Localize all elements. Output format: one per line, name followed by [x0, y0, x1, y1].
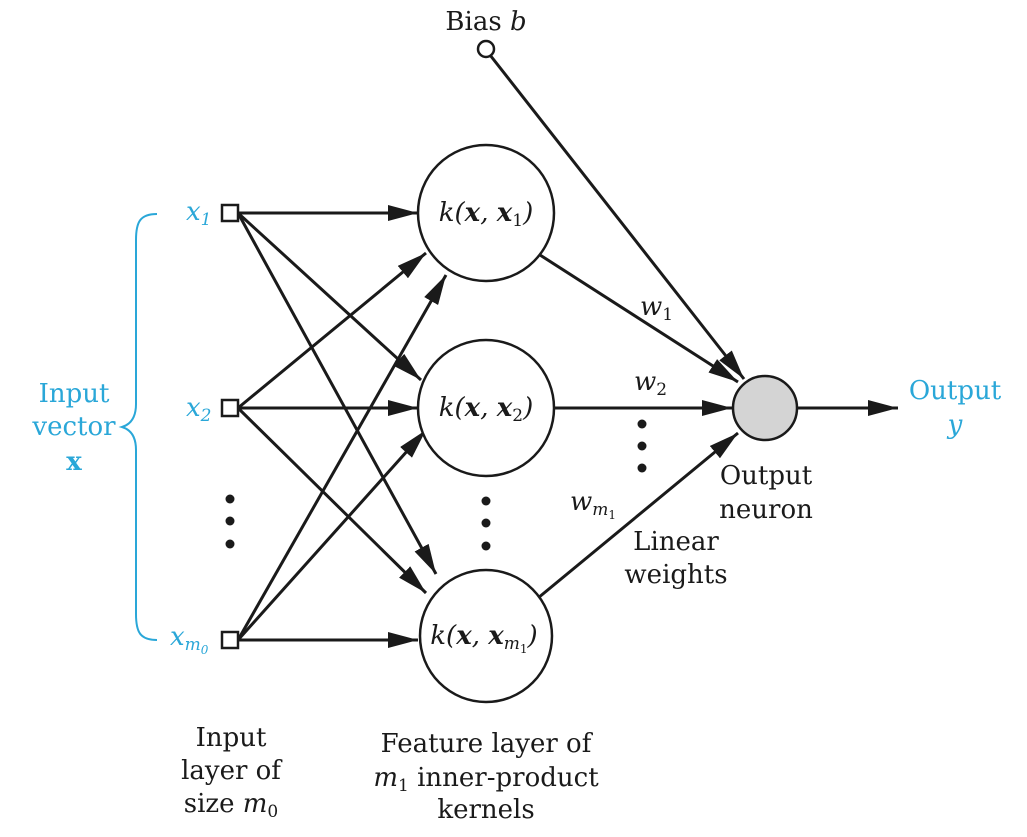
- kernel-to-output-connections: [488, 54, 898, 600]
- edge-x2-km: [236, 406, 428, 595]
- feature-layer-caption-line1: Feature layer of: [381, 729, 594, 759]
- input-node-x2: [220, 398, 240, 418]
- input-node-x1: [220, 203, 240, 223]
- weight-label-w2: w2: [634, 367, 667, 400]
- input-vector-label: Input vector x: [31, 379, 116, 477]
- edge-km-output: [537, 431, 739, 600]
- output-label: Output: [909, 376, 1002, 406]
- feature-layer-caption-line3: kernels: [437, 795, 534, 825]
- input-layer-caption-line1: Input: [196, 723, 267, 753]
- input-layer-caption-line2: layer of: [181, 756, 283, 786]
- input-layer-nodes: [220, 203, 240, 650]
- edge-bias-output: [488, 54, 746, 380]
- feature-layer-caption-line2: m1 inner-product: [373, 763, 599, 796]
- edge-x2-k1: [237, 251, 427, 410]
- input-vector-line2: vector: [31, 412, 116, 442]
- bias-node: [476, 39, 496, 59]
- output-symbol: y: [947, 410, 963, 440]
- input-vector-brace: [118, 213, 158, 641]
- ellipsis-kernels: [481, 496, 491, 551]
- input-node-xm0: [220, 630, 240, 650]
- linear-weights-label-line1: Linear: [633, 527, 719, 557]
- kernel-label-1: k(x, x1): [439, 198, 533, 231]
- output-neuron-label-line1: Output: [720, 461, 813, 491]
- kernel-label-2: k(x, x2): [439, 393, 533, 426]
- kernel-node-1: [416, 143, 556, 283]
- edge-x1-km: [236, 212, 438, 575]
- input-vector-line1: Input: [39, 379, 110, 409]
- input-label-x2: x2: [186, 393, 212, 426]
- output-neuron-label-line2: neuron: [719, 495, 813, 525]
- edge-k1-output: [539, 253, 739, 384]
- input-label-x1: x1: [186, 197, 212, 230]
- input-to-kernel-connections: [236, 205, 448, 648]
- input-vector-symbol: x: [66, 447, 82, 477]
- weight-label-w1: w1: [640, 292, 673, 325]
- feature-layer-nodes: [416, 143, 556, 704]
- edge-xm-k1: [236, 274, 448, 641]
- kernel-node-2: [416, 338, 556, 478]
- bias-label: Bias b: [445, 7, 526, 37]
- linear-weights-label-line2: weights: [624, 560, 727, 590]
- kernel-label-m1: k(x, xm1): [430, 621, 537, 656]
- ellipsis-weights: [637, 419, 647, 473]
- ellipsis-inputs: [225, 494, 235, 549]
- output-neuron: [731, 374, 799, 442]
- input-label-xm0: xm0: [170, 622, 209, 657]
- edge-xm-k2: [236, 428, 428, 642]
- input-layer-caption-line3: size m0: [184, 789, 279, 822]
- kernel-node-m1: [418, 568, 554, 704]
- edge-x1-k2: [236, 211, 423, 382]
- weight-label-wm1: wm1: [570, 487, 616, 522]
